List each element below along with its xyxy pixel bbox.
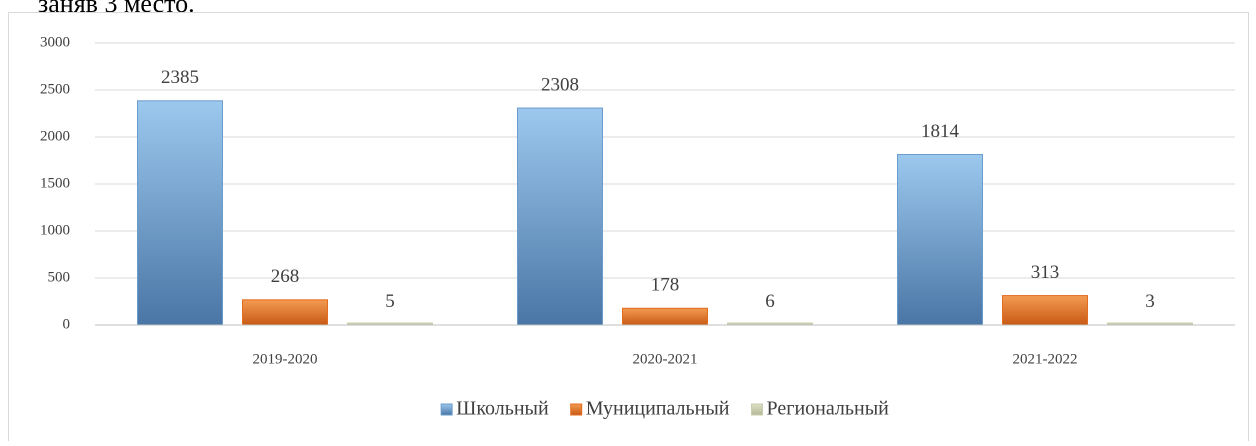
data-label: 6	[765, 291, 775, 312]
y-tick-label: 2000	[40, 128, 70, 144]
data-label: 2385	[161, 67, 199, 88]
legend-label: Региональный	[767, 398, 890, 420]
x-tick-label: 2019-2020	[253, 351, 318, 367]
data-label: 1814	[921, 121, 960, 142]
legend-label: Школьный	[456, 398, 549, 420]
data-label: 178	[651, 275, 680, 296]
y-tick-label: 2500	[40, 81, 70, 97]
y-tick-label: 1500	[40, 175, 70, 191]
y-tick-label: 3000	[40, 34, 70, 50]
bar	[622, 307, 708, 326]
legend: Школьный Муниципальный Региональный	[440, 398, 890, 420]
legend-swatch	[440, 403, 453, 416]
y-tick-label: 0	[63, 316, 71, 332]
data-label: 268	[271, 266, 300, 287]
bar	[517, 107, 603, 326]
y-tick-label: 1000	[40, 222, 70, 238]
data-label: 5	[385, 291, 395, 312]
y-tick-label: 500	[48, 269, 71, 285]
caption: заняв 3 место.	[38, 0, 195, 18]
legend-label: Муниципальный	[586, 398, 730, 420]
data-label: 3	[1145, 291, 1155, 312]
chart-frame	[8, 12, 1249, 446]
bar	[242, 299, 328, 326]
data-label: 313	[1031, 262, 1060, 283]
legend-swatch	[570, 403, 583, 416]
legend-swatch	[751, 403, 764, 416]
data-label: 2308	[541, 74, 579, 95]
bar	[1002, 295, 1088, 326]
x-tick-label: 2021-2022	[1013, 351, 1078, 367]
chart: 0 500 1000 1500 2000 2500 3000 2019-2020 2385 268…	[40, 34, 1235, 420]
x-tick-label: 2020-2021	[633, 351, 698, 367]
bar	[137, 100, 223, 326]
bar	[897, 153, 983, 326]
